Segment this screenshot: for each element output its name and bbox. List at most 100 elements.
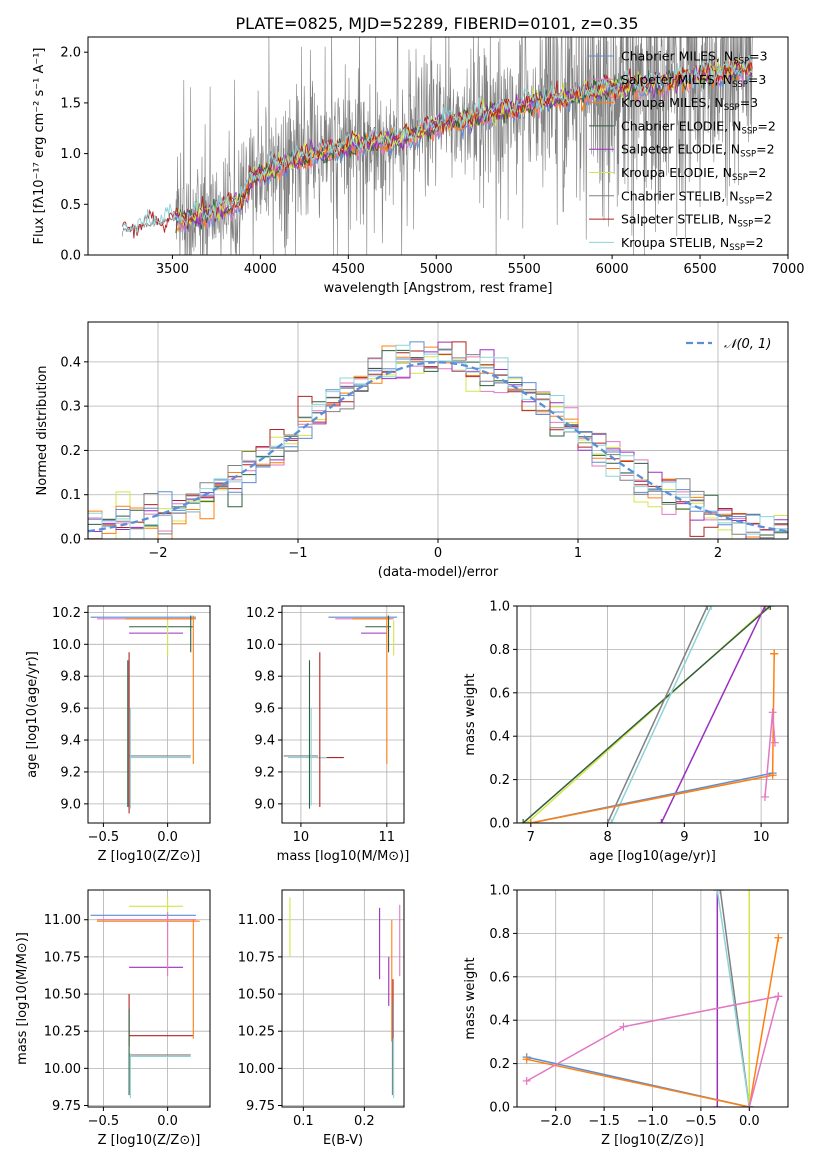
y-tick-label: 10.50 bbox=[238, 988, 275, 1003]
y-tick-label: 9.4 bbox=[60, 734, 81, 749]
x-axis-label: E(B-V) bbox=[323, 1133, 363, 1148]
y-tick-label: 9.0 bbox=[60, 797, 81, 812]
x-tick-label: −1 bbox=[288, 546, 307, 561]
weight-marker-kroupa_miles bbox=[770, 649, 779, 658]
weight-line-chabrier_elodie bbox=[522, 606, 771, 823]
weight-line-salpeter_elodie bbox=[660, 606, 766, 823]
legend-entry-chabrier_miles: Chabrier MILES, NSSP=3 bbox=[621, 49, 768, 67]
x-tick-label: 4500 bbox=[332, 262, 365, 277]
panel-age-vs-mass: 10 11 9.0 9.2 9.4 9.6 9.8 10.0 10.2 mass [log10(M… bbox=[246, 605, 410, 864]
y-tick-label: 0.4 bbox=[489, 1014, 510, 1029]
y-tick-label: 0.0 bbox=[60, 533, 81, 548]
y-tick-label: 10.50 bbox=[44, 988, 81, 1003]
y-tick-label: 1.0 bbox=[60, 147, 81, 162]
weight-marker-salpeter_miles bbox=[770, 738, 779, 747]
x-tick-label: −2.0 bbox=[540, 1114, 572, 1129]
y-tick-label: 1.5 bbox=[60, 96, 81, 111]
x-tick-label: 0.0 bbox=[157, 1114, 178, 1129]
y-tick-label: 9.75 bbox=[246, 1099, 275, 1114]
weight-marker-salpeter_miles bbox=[522, 1076, 531, 1085]
weight-marker-kroupa_stelib bbox=[713, 890, 722, 894]
weight-marker-salpeter_miles bbox=[760, 792, 769, 801]
y-tick-label: 1.0 bbox=[489, 600, 510, 615]
y-tick-label: 10.75 bbox=[44, 950, 81, 965]
weight-marker-salpeter_miles bbox=[768, 708, 777, 717]
x-tick-label: 10 bbox=[753, 830, 770, 845]
x-axis-label: wavelength [Angstrom, rest frame] bbox=[324, 281, 553, 296]
weight-marker-kroupa_elodie bbox=[764, 606, 773, 610]
y-axis-label: mass weight bbox=[463, 673, 478, 755]
x-tick-label: −0.5 bbox=[88, 830, 120, 845]
weight-marker-salpeter_elodie bbox=[760, 606, 769, 610]
x-axis-label: (data-model)/error bbox=[378, 565, 499, 580]
x-axis-label: Z [log10(Z/Z⊙)] bbox=[601, 1133, 704, 1148]
weight-line-kroupa_stelib bbox=[610, 606, 712, 823]
y-tick-label: 10.00 bbox=[44, 1062, 81, 1077]
x-tick-label: 0.0 bbox=[739, 1114, 760, 1129]
y-tick-label: 9.0 bbox=[254, 797, 275, 812]
x-tick-label: 0.0 bbox=[157, 830, 178, 845]
y-axis-label: Flux [fλ10⁻¹⁷ erg cm⁻² s⁻¹ A⁻¹] bbox=[32, 48, 47, 245]
y-axis-label: Normed distribution bbox=[35, 366, 50, 496]
histogram-kroupa_stelib bbox=[88, 344, 788, 539]
y-tick-label: 0.2 bbox=[489, 1057, 510, 1072]
plot-area-age-vs-z bbox=[90, 615, 196, 814]
plot-area-mass-vs-z bbox=[90, 897, 200, 1099]
y-tick-label: 10.25 bbox=[238, 1025, 275, 1040]
y-tick-label: 10.0 bbox=[246, 638, 275, 653]
y-tick-label: 0.1 bbox=[60, 488, 81, 503]
gaussian-curve bbox=[88, 361, 788, 533]
x-tick-label: 7000 bbox=[771, 262, 804, 277]
weight-marker-chabrier_elodie bbox=[766, 606, 775, 610]
x-axis-label: mass [log10(M/M⊙)] bbox=[277, 849, 410, 864]
x-tick-label: 5500 bbox=[508, 262, 541, 277]
model-spectrum-kroupa_stelib bbox=[121, 55, 753, 235]
x-tick-label: 7 bbox=[527, 830, 535, 845]
plot-area-residuals bbox=[88, 341, 788, 539]
weight-marker-kroupa_stelib bbox=[707, 606, 716, 610]
weight-marker-kroupa_elodie bbox=[745, 890, 754, 894]
x-tick-label: 5000 bbox=[420, 262, 453, 277]
x-tick-label: 4000 bbox=[244, 262, 277, 277]
y-tick-label: 0.8 bbox=[489, 927, 510, 942]
legend: Chabrier MILES, NSSP=3 Salpeter MILES, NS… bbox=[589, 49, 776, 253]
legend-entry-salpeter_miles: Salpeter MILES, NSSP=3 bbox=[621, 72, 766, 90]
x-tick-label: 2 bbox=[714, 546, 722, 561]
x-tick-label: 0 bbox=[434, 546, 442, 561]
legend-entry-kroupa_miles: Kroupa MILES, NSSP=3 bbox=[621, 95, 758, 113]
panel-mass-vs-z: −0.5 0.0 9.75 10.00 10.25 10.50 10.75 11.00 Z [l… bbox=[15, 889, 211, 1148]
weight-marker-chabrier_stelib bbox=[716, 890, 725, 894]
weight-marker-salpeter_elodie bbox=[713, 1103, 722, 1107]
y-tick-label: 0.0 bbox=[60, 249, 81, 264]
y-tick-label: 0.3 bbox=[60, 400, 81, 415]
x-tick-label: 3500 bbox=[156, 262, 189, 277]
x-tick-label: −1.0 bbox=[637, 1114, 669, 1129]
y-tick-label: 9.6 bbox=[60, 702, 81, 717]
panel-spectrum: 3500 4000 4500 5000 5500 6000 6500 7000 0.0 0.5 1.… bbox=[32, 36, 805, 296]
axes-frame bbox=[87, 889, 211, 1108]
plot-area-weight-vs-age bbox=[519, 606, 779, 823]
weight-marker-kroupa_miles bbox=[774, 933, 783, 942]
y-tick-label: 11.00 bbox=[44, 913, 81, 928]
axes-frame bbox=[281, 605, 405, 824]
weight-marker-chabrier_elodie bbox=[519, 819, 528, 823]
y-tick-label: 10.2 bbox=[52, 606, 81, 621]
legend-entry-kroupa_stelib: Kroupa STELIB, NSSP=2 bbox=[621, 235, 764, 253]
x-tick-label: 8 bbox=[603, 830, 611, 845]
x-tick-label: −0.5 bbox=[88, 1114, 120, 1129]
weight-marker-kroupa_miles bbox=[522, 1055, 531, 1064]
legend-entry-gaussian: 𝒩(0, 1) bbox=[724, 337, 771, 352]
x-tick-label: 6500 bbox=[684, 262, 717, 277]
weight-line-salpeter_miles bbox=[748, 996, 780, 1107]
panel-age-vs-z: −0.5 0.0 9.0 9.2 9.4 9.6 9.8 10.0 10.2 Z [log10(Z… bbox=[25, 605, 211, 864]
weight-marker-chabrier_stelib bbox=[703, 606, 712, 610]
weight-marker-salpeter_miles bbox=[619, 1022, 628, 1031]
panel-residuals: −2 −1 0 1 2 0.0 0.1 0.2 0.3 0.4 (data-model)/error… bbox=[35, 321, 789, 580]
weight-marker-salpeter_elodie bbox=[657, 819, 666, 823]
plot-area-mass-vs-ebv bbox=[289, 897, 401, 1099]
weight-line-kroupa_stelib bbox=[716, 890, 751, 1107]
y-tick-label: 0.0 bbox=[489, 817, 510, 832]
legend-entry-chabrier_stelib: Chabrier STELIB, NSSP=2 bbox=[621, 188, 773, 206]
weight-marker-kroupa_stelib bbox=[607, 819, 616, 823]
